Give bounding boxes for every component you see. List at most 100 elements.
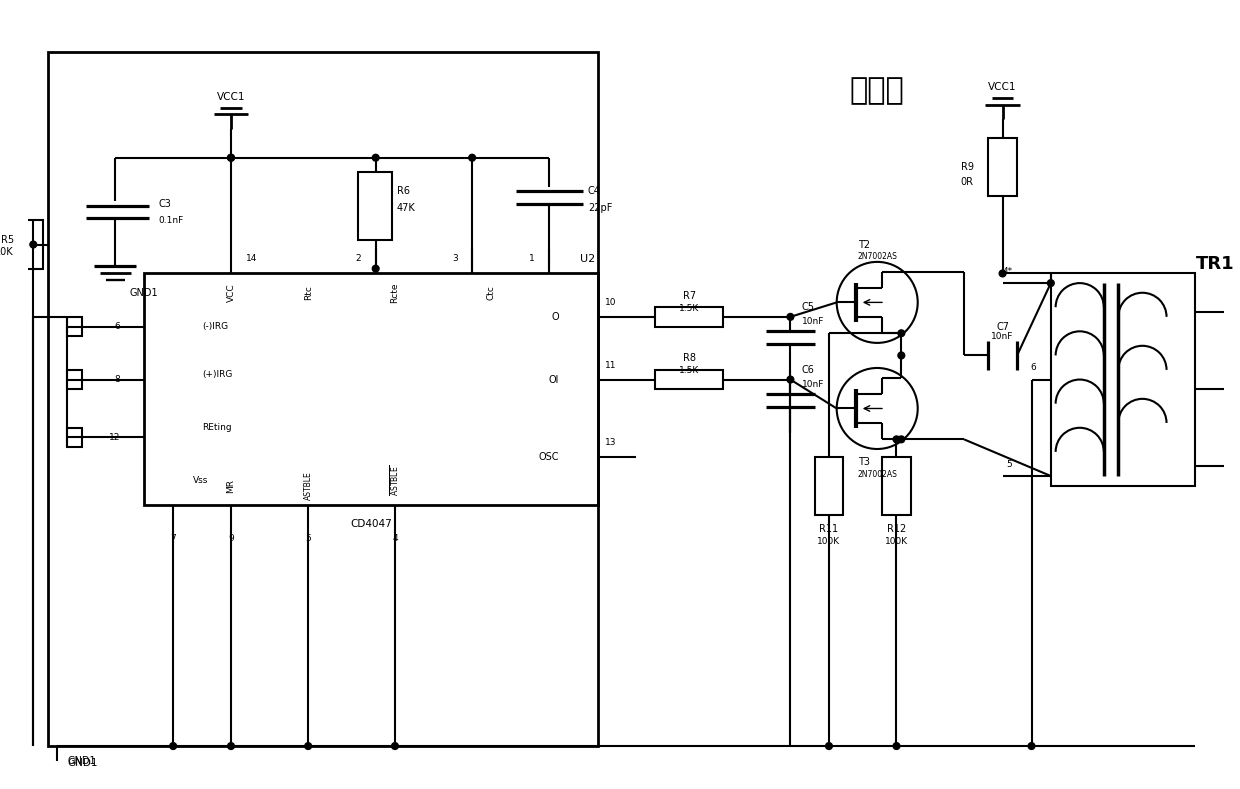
Text: (+)IRG: (+)IRG [202,370,232,380]
Text: 10nF: 10nF [802,380,825,389]
Text: R5: R5 [1,234,14,245]
Text: Rtc: Rtc [304,286,312,300]
Text: R8: R8 [683,353,696,363]
Text: C5: C5 [802,302,815,312]
Text: CD4047: CD4047 [350,519,392,529]
Text: 10: 10 [605,298,616,307]
Bar [67,370,82,389]
Bar [882,457,911,514]
Circle shape [787,313,794,320]
Text: 5: 5 [305,534,311,543]
Text: Rcte: Rcte [391,282,399,303]
Text: 13: 13 [605,438,616,447]
Circle shape [30,241,37,248]
Text: 5: 5 [1007,460,1012,469]
Text: 10K: 10K [0,247,14,257]
Text: T3: T3 [858,457,870,466]
Bar [24,220,43,268]
Text: GND1: GND1 [67,758,98,768]
Bar [67,317,82,336]
Text: 0R: 0R [961,177,973,187]
Text: C7: C7 [996,321,1009,331]
Circle shape [898,352,905,359]
Text: R9: R9 [961,163,973,172]
Text: 1.5K: 1.5K [680,304,699,312]
Text: ASTBLE: ASTBLE [304,471,312,500]
Circle shape [893,742,900,750]
Text: Ol: Ol [548,375,559,384]
Text: VCC: VCC [227,283,236,302]
Text: REting: REting [202,423,232,432]
Bar [815,457,843,514]
Bar [988,138,1017,196]
Text: 22pF: 22pF [588,203,613,213]
Bar [656,370,723,389]
Text: 安全側: 安全側 [849,76,904,105]
Text: 8: 8 [114,375,120,384]
Circle shape [392,742,398,750]
Text: 2N7002AS: 2N7002AS [858,469,898,479]
Circle shape [1028,742,1035,750]
Text: OSC: OSC [538,452,559,462]
Text: 10nF: 10nF [992,331,1014,341]
Circle shape [372,265,379,272]
Text: 100K: 100K [817,537,841,546]
Text: 6: 6 [1030,364,1037,372]
Text: 47K: 47K [397,203,415,213]
Text: 9: 9 [228,534,234,543]
Text: 14: 14 [246,255,257,264]
Text: 1: 1 [529,255,534,264]
Text: U2: U2 [580,254,595,264]
Bar [1050,274,1195,486]
Text: VCC1: VCC1 [988,82,1017,92]
Bar [144,274,598,505]
Circle shape [898,330,905,337]
Circle shape [898,436,905,443]
Text: 4*: 4* [1002,267,1012,276]
Text: R11: R11 [820,524,838,534]
Circle shape [999,270,1006,277]
Bar [48,51,598,746]
Text: R6: R6 [397,186,410,196]
Circle shape [372,155,379,161]
Text: Vss: Vss [192,477,208,485]
Text: O: O [552,312,559,322]
Bar [67,428,82,447]
Text: C4: C4 [588,186,600,196]
Text: Ctc: Ctc [487,286,496,300]
Circle shape [893,436,900,443]
Circle shape [1048,280,1054,286]
Circle shape [228,155,234,161]
Text: MR: MR [227,479,236,492]
Text: 7: 7 [170,534,176,543]
Text: C3: C3 [159,199,171,209]
Circle shape [787,376,794,383]
Text: GND1: GND1 [130,288,159,297]
Text: 100K: 100K [885,537,908,546]
Text: TR1: TR1 [1195,255,1234,273]
Text: 6: 6 [114,322,120,331]
Text: R7: R7 [682,290,696,301]
Text: 0.1nF: 0.1nF [159,216,184,225]
Text: (-)IRG: (-)IRG [202,322,228,331]
Circle shape [228,155,234,161]
Bar [656,307,723,327]
Text: 2: 2 [356,255,361,264]
Bar [358,172,392,240]
Text: C6: C6 [802,365,815,375]
Text: 1.5K: 1.5K [680,366,699,376]
Circle shape [826,742,832,750]
Circle shape [228,742,234,750]
Circle shape [469,155,475,161]
Text: 2N7002AS: 2N7002AS [858,252,898,260]
Text: 10nF: 10nF [802,317,825,326]
Text: GND1: GND1 [67,756,95,765]
Text: 12: 12 [109,433,120,442]
Text: R12: R12 [887,524,906,534]
Circle shape [305,742,311,750]
Text: 3: 3 [451,255,458,264]
Text: $\overline{\rm ASTBLE}$: $\overline{\rm ASTBLE}$ [389,466,401,496]
Text: VCC1: VCC1 [217,92,246,102]
Circle shape [170,742,176,750]
Text: 11: 11 [605,361,616,369]
